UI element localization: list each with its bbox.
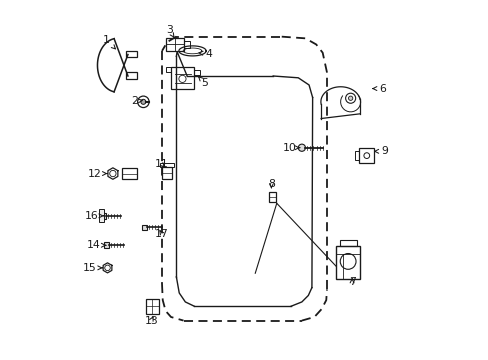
Bar <box>104 243 108 248</box>
Text: 13: 13 <box>144 316 158 325</box>
Text: 2: 2 <box>131 96 142 106</box>
Text: 4: 4 <box>199 49 212 59</box>
Bar <box>99 210 104 222</box>
Bar <box>102 213 106 219</box>
Bar <box>194 70 199 75</box>
Text: 3: 3 <box>165 25 174 38</box>
Text: 16: 16 <box>84 211 103 221</box>
Bar <box>268 192 275 202</box>
Bar <box>126 72 137 79</box>
Text: 10: 10 <box>283 143 299 153</box>
Text: 17: 17 <box>155 229 168 239</box>
Circle shape <box>348 96 352 100</box>
Text: 8: 8 <box>267 179 274 189</box>
Text: 5: 5 <box>198 77 208 88</box>
Text: 14: 14 <box>86 240 105 250</box>
Bar <box>339 240 356 246</box>
Bar <box>184 41 189 48</box>
Bar <box>165 67 171 72</box>
Text: 7: 7 <box>348 277 355 287</box>
Text: 12: 12 <box>87 168 107 179</box>
Bar <box>145 299 159 314</box>
Circle shape <box>298 144 305 151</box>
Circle shape <box>141 99 145 104</box>
Bar <box>126 50 137 57</box>
Bar <box>354 151 359 160</box>
Bar <box>122 168 137 179</box>
Text: 1: 1 <box>103 35 115 49</box>
Bar <box>142 225 147 230</box>
Text: 15: 15 <box>82 263 102 273</box>
Bar <box>166 38 184 51</box>
Text: 11: 11 <box>154 159 168 169</box>
Text: 6: 6 <box>372 84 385 94</box>
Bar <box>159 163 174 167</box>
Bar <box>335 246 360 279</box>
Bar <box>359 148 373 163</box>
Bar <box>162 167 171 179</box>
Bar <box>171 67 194 89</box>
Text: 9: 9 <box>374 146 387 156</box>
